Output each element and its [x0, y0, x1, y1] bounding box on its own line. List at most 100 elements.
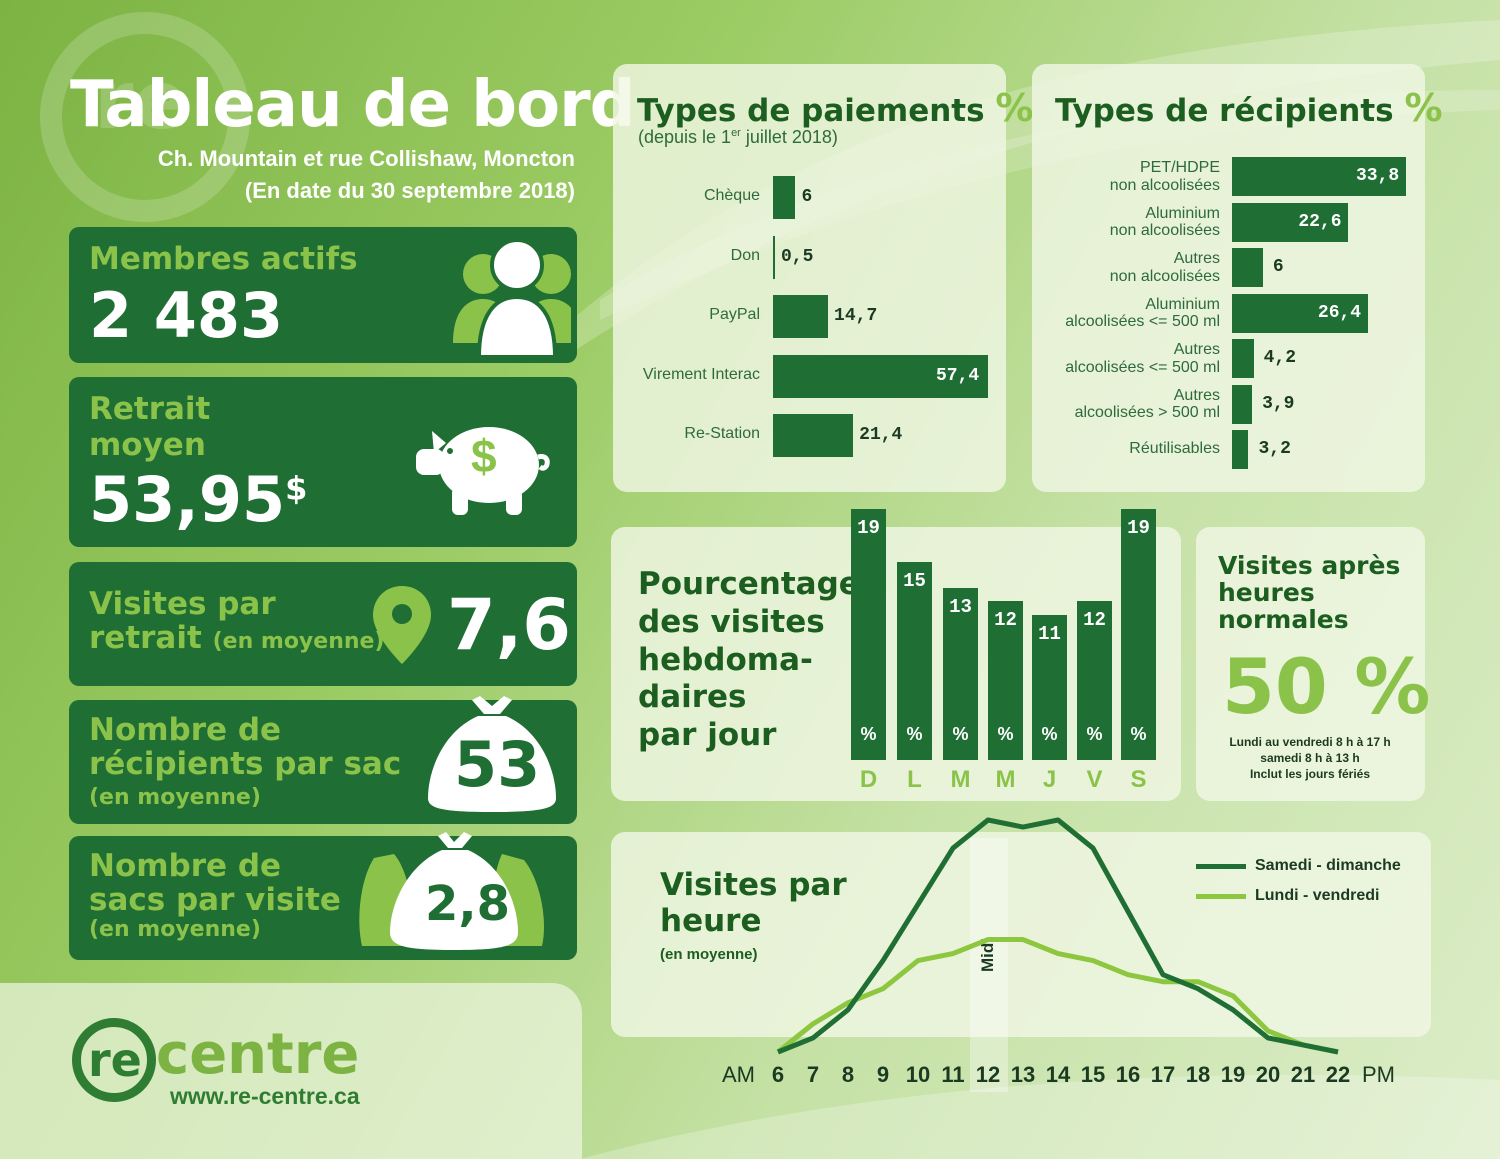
visits-label-note: (en moyenne): [212, 629, 385, 654]
payment-bar: [773, 295, 829, 338]
weekday-label: M: [950, 766, 971, 793]
people-icon: [453, 238, 571, 357]
hour-tick-label: 9: [876, 1062, 890, 1087]
payment-bar: [773, 414, 854, 457]
weekly-title-line-3: hebdoma-: [638, 641, 813, 678]
weekday-pct: %: [997, 724, 1014, 744]
container-bar: [1232, 339, 1254, 378]
weekday-pct: %: [1130, 724, 1147, 744]
after-hours-title-line-3: normales: [1218, 605, 1349, 634]
noon-band: [970, 838, 1008, 1092]
container-label-line: Aluminium: [1145, 204, 1220, 222]
container-value: 3,9: [1262, 393, 1295, 414]
container-label-line: alcoolisées <= 500 ml: [1065, 313, 1220, 331]
hour-tick-label: 15: [1080, 1062, 1106, 1087]
hour-tick-label: 12: [975, 1062, 1001, 1087]
hourly-subtitle: (en moyenne): [660, 946, 758, 963]
hourly-panel: [611, 832, 1431, 1037]
date-subtitle: (En date du 30 septembre 2018): [244, 178, 575, 203]
location-pin-icon: [373, 586, 431, 664]
piggy-dollar-sign: $: [471, 430, 497, 482]
bag-icon: [428, 696, 556, 812]
weekday-label: M: [995, 766, 1016, 793]
weekly-title: Pourcentage des visites hebdoma- daires …: [638, 566, 860, 755]
container-bar: [1232, 202, 1349, 242]
hour-tick-label: 16: [1115, 1062, 1141, 1087]
container-label-line: Réutilisables: [1129, 440, 1220, 457]
containers-card: Nombre de récipients par sac (en moyenne…: [69, 696, 577, 824]
hourly-title-line-2: heure: [660, 902, 762, 939]
withdrawal-currency: $: [285, 469, 308, 508]
payment-label: Re-Station: [684, 425, 760, 442]
payment-label: Don: [730, 246, 760, 264]
payments-subtitle-pre: (depuis le 1: [638, 127, 732, 147]
hourly-title: Visites par heure: [660, 867, 847, 939]
hour-tick-label: 14: [1045, 1062, 1071, 1087]
weekly-title-line-4: daires: [638, 679, 747, 716]
hour-tick-label: 13: [1010, 1062, 1036, 1087]
container-bar: [1232, 157, 1406, 196]
payments-title-pct: %: [995, 86, 1034, 130]
weekday-label: J: [1042, 766, 1057, 793]
weekday-pct: %: [952, 724, 969, 744]
legend-label-weekday: Lundi - vendredi: [1255, 887, 1380, 904]
visits-label-2-text: retrait: [89, 620, 202, 656]
bags-label-2: sacs par visite: [89, 882, 341, 918]
payment-label: Chèque: [703, 187, 760, 204]
containers-panel: [1032, 64, 1425, 492]
logo-re: re: [72, 1018, 156, 1102]
container-label-line: alcoolisées <= 500 ml: [1065, 358, 1220, 376]
weekday-label: L: [907, 766, 922, 793]
weekday-bar: [897, 561, 932, 760]
container-bar: [1232, 248, 1263, 287]
bags-icon: [359, 832, 544, 950]
payment-label: Virement Interac: [642, 365, 760, 383]
payment-value: 6: [801, 187, 813, 207]
visits-label-1: Visites par: [89, 586, 276, 622]
container-bar: [1232, 293, 1368, 333]
weekday-label: D: [859, 766, 878, 793]
after-hours-note-1: Lundi au vendredi 8 h à 17 h: [1229, 735, 1391, 749]
after-hours-note-3: Inclut les jours fériés: [1249, 767, 1371, 781]
weekday-bar: [988, 601, 1023, 760]
withdrawal-card: Retrait moyen 53,95$ $: [69, 377, 577, 547]
weekday-bar: [1077, 601, 1112, 760]
container-label-line: alcoolisées > 500 ml: [1074, 404, 1220, 422]
container-bar: [1232, 384, 1253, 424]
members-label: Membres actifs: [89, 241, 358, 277]
weekly-title-line-5: par jour: [638, 717, 777, 754]
legend-label-weekend: Samedi - dimanche: [1255, 857, 1401, 874]
members-value: 2 483: [89, 279, 284, 352]
weekday-line: [776, 937, 1339, 1055]
after-hours-panel: [1196, 527, 1425, 801]
payment-bar: [773, 235, 775, 279]
container-label: PET/HDPE non alcoolisées: [1040, 159, 1220, 194]
container-value: 26,4: [1317, 302, 1362, 323]
weekday-value: 19: [857, 517, 880, 539]
page-title: Tableau de bord: [70, 68, 635, 142]
withdrawal-label-2: moyen: [89, 427, 206, 463]
containers-title-pct: %: [1404, 86, 1443, 130]
piggy-bank-icon: [416, 427, 550, 515]
weekday-pct: %: [1086, 724, 1103, 744]
hour-tick-label: 17: [1150, 1062, 1176, 1087]
visits-value: 7,6: [447, 584, 572, 666]
hour-tick-label: 20: [1255, 1062, 1281, 1087]
am-label: AM: [722, 1062, 755, 1087]
weekday-value: 13: [949, 596, 972, 619]
container-label-line: non alcoolisées: [1109, 222, 1220, 240]
weekday-pct: %: [860, 724, 877, 744]
payment-label: PayPal: [709, 306, 760, 323]
payments-subtitle-sup: er: [731, 127, 741, 139]
after-hours-title-line-1: Visites après: [1218, 551, 1401, 580]
payment-value: 14,7: [834, 306, 878, 326]
visits-label-2: retrait (en moyenne): [89, 622, 385, 655]
hour-tick-label: 6: [771, 1062, 785, 1087]
hourly-title-line-1: Visites par: [660, 867, 847, 903]
hour-tick-label: 8: [841, 1062, 855, 1087]
hour-tick-label: 22: [1325, 1062, 1351, 1087]
withdrawal-value: 53,95$: [89, 463, 307, 536]
website-link[interactable]: www.re-centre.ca: [170, 1083, 360, 1109]
weekday-value: 12: [1083, 609, 1106, 632]
bags-card: Nombre de sacs par visite (en moyenne) 2…: [69, 832, 577, 960]
